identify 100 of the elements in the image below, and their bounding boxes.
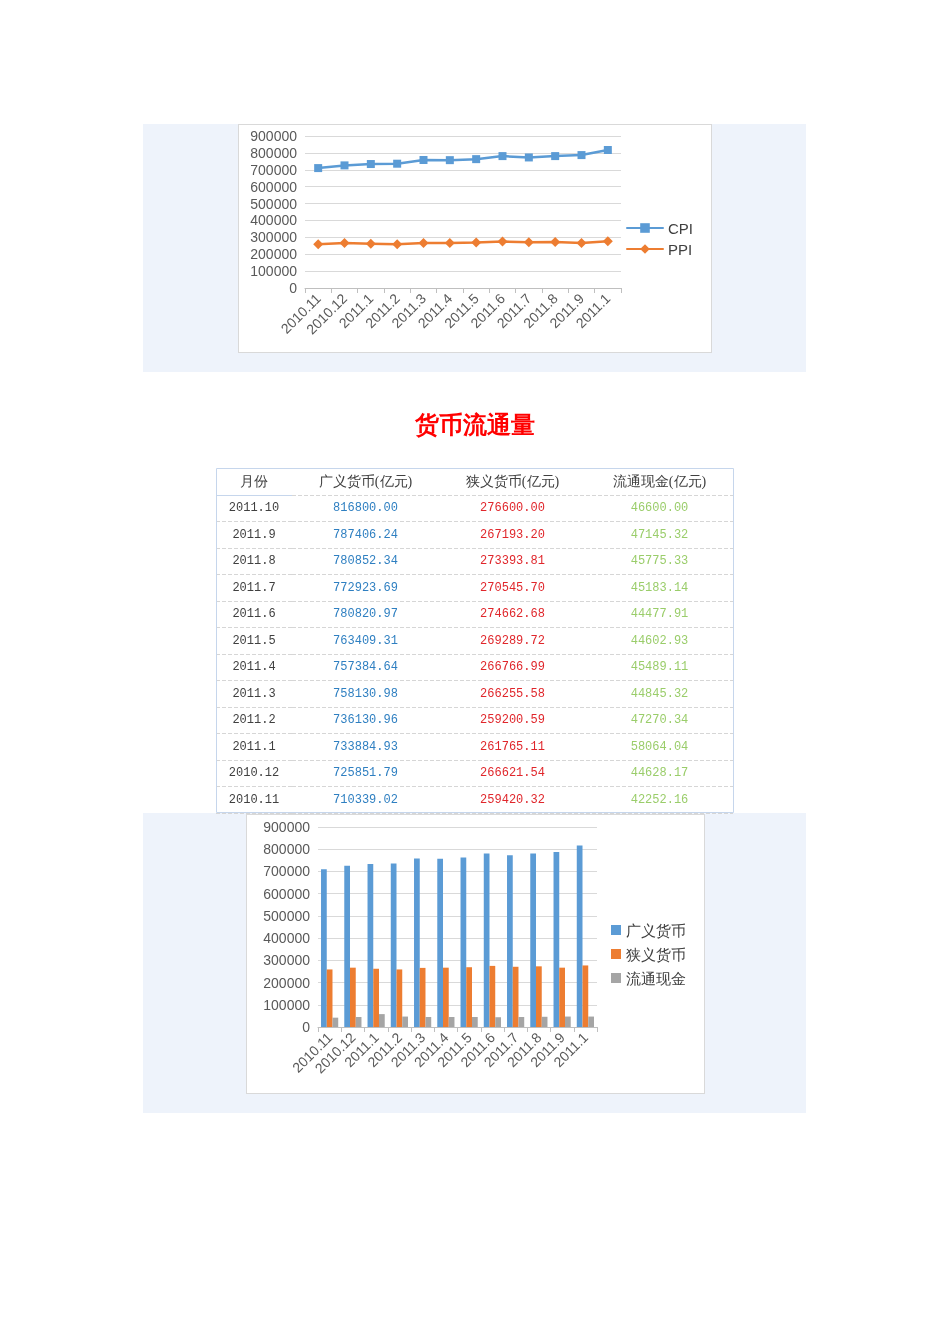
data-label: 44477.91 xyxy=(630,607,689,622)
point xyxy=(524,153,533,162)
bar xyxy=(495,1017,501,1027)
data-label: 266621.54 xyxy=(480,766,545,781)
y-tick-label: 2011.1 xyxy=(232,739,276,754)
y-tick-label: 2011.8 xyxy=(232,554,276,569)
data-label: 261765.11 xyxy=(480,739,545,754)
y-tick-label: 800000 xyxy=(250,144,298,161)
y-tick-label: 900000 xyxy=(250,128,298,144)
data-label: 58064.04 xyxy=(630,739,689,754)
bar xyxy=(483,853,490,1027)
point xyxy=(313,239,324,250)
data-label: 816800.00 xyxy=(333,501,398,516)
chart-title: 货币流通量 xyxy=(414,409,535,439)
bar xyxy=(507,855,513,1027)
data-label: 266255.58 xyxy=(480,686,545,701)
data-label: 45489.11 xyxy=(630,660,689,675)
y-tick-label: 2011.9 xyxy=(232,527,276,542)
bar xyxy=(425,1017,432,1027)
x-tick-label: 广义货币(亿元) xyxy=(318,473,413,490)
y-tick-label: 700000 xyxy=(250,161,298,178)
data-label: 270545.70 xyxy=(480,580,545,595)
y-tick-label: 2011.5 xyxy=(232,633,276,648)
bar xyxy=(564,1016,571,1027)
bar xyxy=(466,967,472,1027)
y-tick-label: 900000 xyxy=(263,819,311,835)
point xyxy=(393,159,402,168)
bar xyxy=(350,967,356,1027)
data-label: 780820.97 xyxy=(333,607,398,622)
bar xyxy=(576,845,583,1027)
point xyxy=(392,239,403,250)
point xyxy=(366,160,375,169)
data-label: 42252.16 xyxy=(630,792,689,807)
data-label: 259420.32 xyxy=(480,792,545,807)
data-label: 269289.72 xyxy=(480,633,545,648)
y-tick-label: 200000 xyxy=(250,246,298,263)
point xyxy=(419,155,428,164)
data-label: 757384.64 xyxy=(333,660,398,675)
x-tick-label: 流通现金(亿元) xyxy=(612,473,707,490)
legend-label: 广义货币 xyxy=(626,921,686,939)
data-label: 47270.34 xyxy=(630,713,689,728)
point xyxy=(576,237,587,248)
data-label: 44602.93 xyxy=(630,633,689,648)
data-label: 267193.20 xyxy=(480,527,545,542)
point xyxy=(602,236,613,247)
data-label: 44628.17 xyxy=(630,766,689,781)
bar xyxy=(588,1016,594,1027)
bar xyxy=(344,865,351,1027)
y-tick-label: 300000 xyxy=(263,952,311,969)
y-tick-label: 2011.10 xyxy=(228,501,280,516)
y-tick-label: 500000 xyxy=(250,195,298,212)
bar xyxy=(437,858,444,1027)
data-label: 47145.32 xyxy=(630,527,689,542)
y-tick-label: 0 xyxy=(289,280,298,296)
y-tick-label: 100000 xyxy=(263,996,311,1013)
y-tick-label: 400000 xyxy=(250,212,298,229)
data-label: 780852.34 xyxy=(333,554,398,569)
bar xyxy=(414,858,420,1027)
y-tick-label: 600000 xyxy=(250,178,298,195)
y-tick-label: 2011.2 xyxy=(232,713,276,728)
y-tick-label: 2011.4 xyxy=(232,660,276,675)
point xyxy=(445,156,454,165)
point xyxy=(472,155,481,164)
bar xyxy=(390,863,397,1027)
data-label: 266766.99 xyxy=(480,660,545,675)
point xyxy=(365,238,376,249)
data-label: 772923.69 xyxy=(333,580,398,595)
point xyxy=(314,164,323,173)
y-tick-label: 2011.7 xyxy=(232,580,276,595)
y-tick-label: 500000 xyxy=(263,907,311,924)
point xyxy=(339,237,350,248)
data-label: 758130.98 xyxy=(333,686,398,701)
point xyxy=(603,146,612,155)
data-label: 46600.00 xyxy=(630,501,689,516)
point xyxy=(340,161,349,170)
bar xyxy=(378,1014,385,1027)
y-tick-label: 2010.12 xyxy=(228,766,280,781)
data-label: 736130.96 xyxy=(333,713,398,728)
point xyxy=(471,237,482,248)
bar xyxy=(373,968,379,1027)
bar xyxy=(332,1017,339,1027)
bar xyxy=(518,1017,525,1027)
y-tick-label: 100000 xyxy=(250,263,298,280)
data-label: 273393.81 xyxy=(480,554,545,569)
bar xyxy=(471,1017,478,1027)
data-label: 276600.00 xyxy=(480,501,545,516)
point xyxy=(418,238,429,249)
legend-label: 流通现金 xyxy=(626,969,686,987)
bar xyxy=(321,869,327,1027)
point xyxy=(523,237,534,248)
data-label: 45183.14 xyxy=(630,580,689,595)
data-label: 725851.79 xyxy=(333,766,398,781)
y-tick-label: 200000 xyxy=(263,974,311,991)
bar xyxy=(402,1016,408,1027)
y-tick-label: 0 xyxy=(302,1019,311,1035)
bar xyxy=(530,853,537,1027)
y-tick-label: 2010.11 xyxy=(228,792,280,807)
y-tick-label: 600000 xyxy=(263,885,311,902)
y-axis-title: 月份 xyxy=(240,474,268,489)
bar xyxy=(559,967,565,1027)
